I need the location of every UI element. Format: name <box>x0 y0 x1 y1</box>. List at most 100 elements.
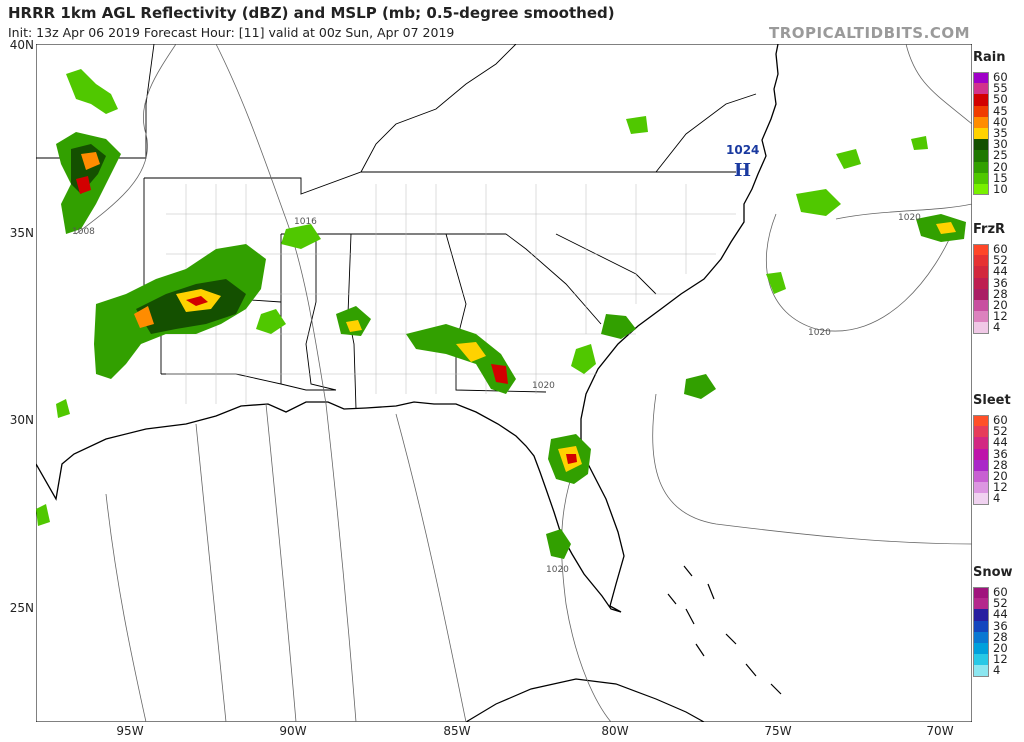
legend-swatch <box>973 161 989 173</box>
legend-value: 15 <box>993 170 1008 185</box>
legend-title-sleet: Sleet <box>973 393 1011 408</box>
lat-label-30n: 30N <box>9 413 34 427</box>
legend-value: 60 <box>993 70 1008 84</box>
lat-label-25n: 25N <box>9 601 34 615</box>
isobars <box>75 44 972 722</box>
legend-swatch <box>973 609 989 621</box>
legend-swatch <box>973 587 989 599</box>
legend-value: 20 <box>993 641 1008 655</box>
legend-swatch <box>973 471 989 483</box>
legend-value: 20 <box>993 298 1008 312</box>
legend-value: 20 <box>993 159 1008 174</box>
legend-value: 4 <box>993 320 1001 335</box>
legend-swatch <box>973 598 989 610</box>
legend-value: 44 <box>993 435 1008 450</box>
legend-value: 10 <box>993 182 1008 196</box>
legend-value: 12 <box>993 480 1008 495</box>
legend-value: 4 <box>993 663 1001 678</box>
lon-label-75w: 75W <box>764 724 792 738</box>
legend-value: 52 <box>993 253 1008 268</box>
map-title: HRRR 1km AGL Reflectivity (dBZ) and MSLP… <box>8 4 615 22</box>
lat-label-35n: 35N <box>9 226 34 240</box>
legend-value: 52 <box>993 596 1008 611</box>
legend-swatch <box>973 72 989 84</box>
legend-value: 36 <box>993 446 1008 461</box>
legend-swatch <box>973 288 989 300</box>
legend-value: 28 <box>993 457 1008 472</box>
legend-swatch <box>973 255 989 267</box>
legend-title-rain: Rain <box>973 50 1006 65</box>
legend-value: 28 <box>993 629 1008 644</box>
legend-swatch <box>973 311 989 323</box>
isobar-label: 1020 <box>546 565 569 575</box>
legend-swatch <box>973 665 989 677</box>
lon-label-95w: 95W <box>116 724 144 738</box>
legend-value: 45 <box>993 103 1008 118</box>
legend-value: 20 <box>993 469 1008 483</box>
lon-label-85w: 85W <box>443 724 471 738</box>
forecast-info: Init: 13z Apr 06 2019 Forecast Hour: [11… <box>8 25 455 40</box>
legend-bar-outline <box>973 415 989 505</box>
legend-swatch <box>973 482 989 494</box>
isobar-labels: 1008 1016 1020 1020 1020 1020 <box>72 213 921 575</box>
legend-swatch <box>973 139 989 151</box>
legend-value: 44 <box>993 607 1008 622</box>
legend-swatch <box>973 620 989 632</box>
legend-swatch <box>973 643 989 655</box>
legend-swatch <box>973 448 989 460</box>
cuba-coastline <box>465 678 705 722</box>
isobar-label: 1020 <box>808 328 831 338</box>
legend-value: 36 <box>993 618 1008 633</box>
legend-swatch <box>973 184 989 196</box>
legend-swatch <box>973 459 989 471</box>
legend-value: 52 <box>993 424 1008 439</box>
isobar-label: 1008 <box>72 227 95 237</box>
legend-value: 35 <box>993 126 1008 140</box>
isobar-label: 1020 <box>532 381 555 391</box>
site-credit: TROPICALTIDBITS.COM <box>769 24 970 42</box>
lon-label-70w: 70W <box>926 724 954 738</box>
legend-bar-outline <box>973 72 989 196</box>
legend-value: 25 <box>993 148 1008 163</box>
legend-swatch <box>973 150 989 162</box>
legend-swatch <box>973 94 989 106</box>
legend-value: 28 <box>993 286 1008 301</box>
legend-title-frzr: FrzR <box>973 222 1006 237</box>
lon-label-80w: 80W <box>601 724 629 738</box>
legend-swatch <box>973 105 989 117</box>
legend-swatch <box>973 631 989 643</box>
gulf-coastline <box>36 44 779 613</box>
legend-swatch <box>973 300 989 312</box>
legend-value: 40 <box>993 114 1008 129</box>
legend-bar-outline <box>973 244 989 334</box>
legend-swatch <box>973 116 989 128</box>
legend-value: 30 <box>993 137 1008 152</box>
legend-value: 50 <box>993 92 1008 107</box>
legend-swatch <box>973 415 989 427</box>
legend-value: 12 <box>993 309 1008 324</box>
legend-swatch <box>973 266 989 278</box>
legend-swatch <box>973 277 989 289</box>
legend-title-snow: Snow <box>973 565 1013 580</box>
legend-swatch <box>973 244 989 256</box>
lon-label-90w: 90W <box>279 724 307 738</box>
legend-value: 4 <box>993 491 1001 506</box>
legend-value: 60 <box>993 413 1008 427</box>
isobar-label: 1020 <box>898 213 921 223</box>
legend-swatch <box>973 437 989 449</box>
high-pressure-letter: H <box>734 160 751 181</box>
legend-swatch <box>973 128 989 140</box>
isobar-label: 1016 <box>294 217 317 227</box>
legend-swatch <box>973 83 989 95</box>
legend-value: 12 <box>993 652 1008 667</box>
radar-echoes <box>36 69 966 559</box>
bahamas <box>667 565 782 695</box>
legend-value: 60 <box>993 585 1008 599</box>
legend-swatch <box>973 654 989 666</box>
lat-label-40n: 40N <box>9 38 34 52</box>
legend-swatch <box>973 322 989 334</box>
legend-swatch <box>973 493 989 505</box>
legend-value: 36 <box>993 275 1008 290</box>
reflectivity-map: 1008 1016 1020 1020 1020 1020 1024 H <box>36 44 972 722</box>
legend-value: 60 <box>993 242 1008 256</box>
